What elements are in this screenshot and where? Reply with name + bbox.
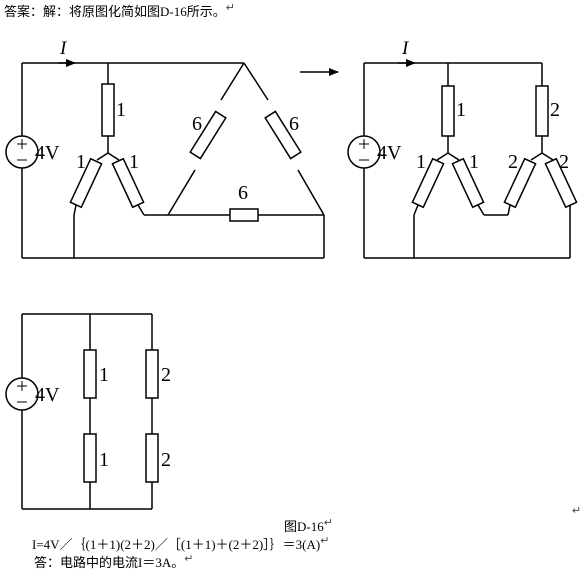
c1-r-top-label: 1	[116, 99, 126, 121]
c2-r-top-a-label: 1	[456, 99, 466, 121]
formula-line: I=4V／｛(1＋1)(2＋2)／［(1＋1)＋(2＋2)］｝＝3(A) ↵	[32, 535, 330, 552]
current-label-2: I	[401, 38, 410, 59]
c3-r-right-bottom-label: 2	[161, 449, 171, 471]
figure-caption: 图D-16 ↵	[284, 517, 333, 534]
c2-r-a2-label: 1	[469, 151, 479, 173]
c2-r-b2-label: 2	[559, 151, 569, 173]
c1-r-delta-bottom-label: 6	[238, 182, 248, 204]
c3-r-left-top-label: 1	[99, 364, 109, 386]
current-label-1: I	[59, 38, 68, 59]
c1-r-mid-label: 1	[129, 151, 139, 173]
source-label-2: 4V	[377, 142, 402, 164]
c2-r-a1-label: 1	[416, 151, 426, 173]
circuit-converted	[347, 59, 578, 259]
answer-line: 答：电路中的电流I＝3A。 ↵	[34, 553, 194, 570]
c1-r-delta-right-label: 6	[289, 113, 299, 135]
c1-r-delta-left-label: 6	[192, 113, 202, 135]
c1-r-left-label: 1	[76, 151, 86, 173]
header-text: 答案：解：将原图化简如图D-16所示。 ↵	[4, 2, 235, 19]
source-label-1: 4V	[35, 142, 60, 164]
c2-r-top-b-label: 2	[550, 99, 560, 121]
circuit-simplified	[5, 313, 159, 510]
c2-r-b1-label: 2	[508, 151, 518, 173]
c3-r-right-top-label: 2	[161, 364, 171, 386]
c3-r-left-bottom-label: 1	[99, 449, 109, 471]
circuit-original	[5, 59, 325, 259]
source-label-3: 4V	[35, 384, 60, 406]
stray-mark: ↵	[572, 505, 582, 517]
